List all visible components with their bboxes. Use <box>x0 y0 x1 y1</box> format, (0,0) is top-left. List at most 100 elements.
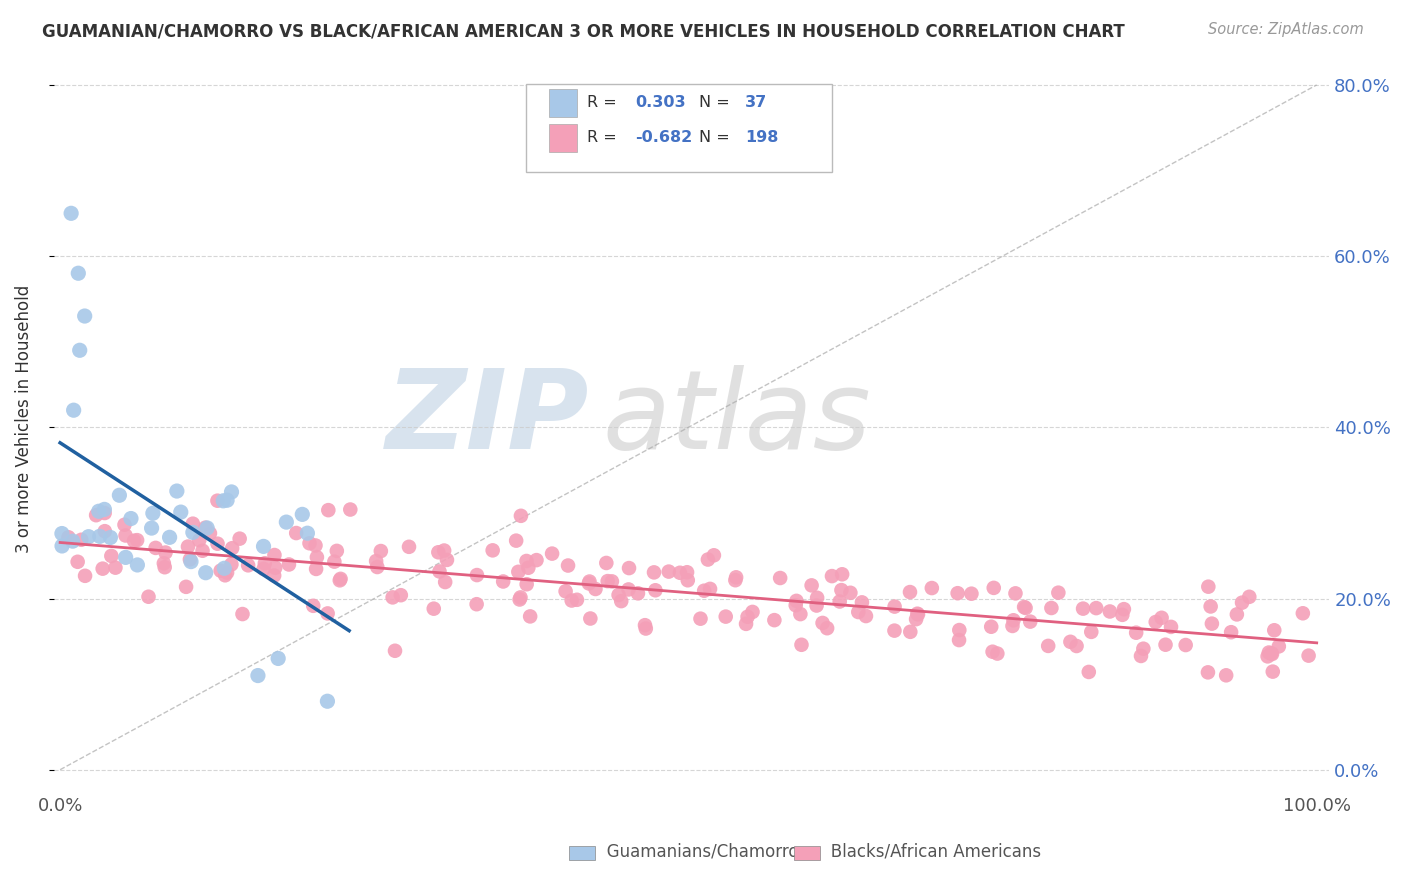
Point <box>883 599 905 614</box>
Point <box>846 605 869 619</box>
Text: 0.303: 0.303 <box>636 95 686 111</box>
Point <box>120 511 142 525</box>
Point <box>180 555 202 569</box>
Point <box>339 502 361 516</box>
Point <box>77 530 100 544</box>
Point <box>429 565 451 579</box>
Point <box>634 618 657 632</box>
Point <box>508 565 530 579</box>
Point <box>188 533 211 548</box>
Point <box>366 560 388 574</box>
Point <box>898 585 921 599</box>
Point <box>60 206 83 220</box>
Point <box>278 558 301 572</box>
Point <box>505 533 527 548</box>
Point <box>87 504 110 518</box>
Point <box>696 552 718 566</box>
Text: N =: N = <box>699 130 730 145</box>
Point <box>370 544 392 558</box>
Point <box>676 566 699 580</box>
Point <box>73 309 96 323</box>
Point <box>492 574 515 589</box>
Point <box>905 612 928 626</box>
Point <box>921 581 943 595</box>
Point <box>177 540 200 554</box>
Point <box>434 575 457 590</box>
Point <box>326 544 349 558</box>
Point <box>1040 601 1063 615</box>
Point <box>318 503 340 517</box>
Point <box>561 593 583 607</box>
Point <box>509 592 531 607</box>
Point <box>1160 620 1182 634</box>
Point <box>194 566 217 580</box>
Point <box>617 561 640 575</box>
Point <box>1261 665 1284 679</box>
Point <box>141 521 163 535</box>
Point <box>741 605 763 619</box>
Point <box>1257 649 1279 664</box>
Point <box>1150 611 1173 625</box>
Point <box>1059 635 1081 649</box>
Point <box>699 582 721 596</box>
Text: -0.682: -0.682 <box>636 130 693 145</box>
Point <box>578 574 600 589</box>
Point <box>1125 625 1147 640</box>
Point <box>67 266 90 280</box>
Point <box>246 668 269 682</box>
Point <box>70 533 93 547</box>
Point <box>305 562 328 576</box>
Point <box>557 558 579 573</box>
Point <box>669 566 692 580</box>
Point <box>93 502 115 516</box>
Point <box>127 533 149 548</box>
Text: 37: 37 <box>745 95 768 111</box>
Point <box>790 638 813 652</box>
Point <box>714 609 737 624</box>
Point <box>166 484 188 499</box>
Point <box>703 549 725 563</box>
Point <box>381 591 404 605</box>
Point <box>62 403 84 417</box>
Point <box>526 553 548 567</box>
Point <box>305 550 328 565</box>
Point <box>831 567 853 582</box>
Point <box>600 574 623 589</box>
FancyBboxPatch shape <box>526 84 832 172</box>
Point <box>253 556 276 570</box>
Point <box>228 532 250 546</box>
Text: Blacks/African Americans: Blacks/African Americans <box>815 843 1042 861</box>
Point <box>1038 639 1060 653</box>
Point <box>839 586 862 600</box>
Point <box>181 516 204 531</box>
Point <box>658 565 681 579</box>
Point <box>1111 607 1133 622</box>
Point <box>231 607 253 621</box>
Point <box>263 568 285 582</box>
Point <box>221 541 243 556</box>
Point <box>1226 607 1249 622</box>
Point <box>811 615 834 630</box>
Point <box>689 612 711 626</box>
Point <box>634 622 657 636</box>
Point <box>1197 580 1219 594</box>
Point <box>138 590 160 604</box>
Point <box>565 592 588 607</box>
Point <box>785 594 807 608</box>
Point <box>725 570 748 584</box>
Text: Source: ZipAtlas.com: Source: ZipAtlas.com <box>1208 22 1364 37</box>
Point <box>114 550 136 565</box>
Point <box>100 549 122 563</box>
Point <box>980 620 1002 634</box>
Text: 198: 198 <box>745 130 779 145</box>
Point <box>769 571 792 585</box>
Point <box>276 515 298 529</box>
Point <box>209 564 232 578</box>
Point <box>195 521 218 535</box>
Point <box>316 607 339 621</box>
Text: atlas: atlas <box>602 365 870 472</box>
Point <box>643 566 665 580</box>
Point <box>423 601 446 615</box>
Text: Guamanians/Chamorros: Guamanians/Chamorros <box>591 843 807 861</box>
Point <box>855 609 877 624</box>
